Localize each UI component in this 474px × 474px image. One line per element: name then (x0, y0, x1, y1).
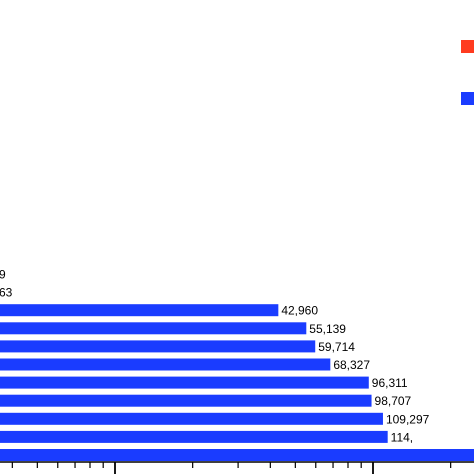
bars-layer (0, 304, 474, 461)
bar (0, 340, 316, 353)
bar-value-label: 42,960 (281, 304, 318, 318)
bar-value-label: 68,327 (333, 358, 370, 372)
bar (0, 304, 279, 317)
bar (0, 449, 474, 461)
bar-value-label: 114, (391, 430, 413, 444)
bar-value-label: 63 (0, 286, 13, 300)
bar-value-label: 55,139 (309, 322, 346, 336)
bar (0, 358, 331, 371)
bar (0, 394, 372, 407)
legend-swatch-red (461, 40, 474, 53)
bar (0, 322, 307, 335)
bar-value-label: 96,311 (372, 376, 408, 390)
legend-swatch-blue (461, 92, 474, 105)
bar-value-label: 98,707 (375, 394, 412, 408)
bar (0, 430, 388, 443)
bar-value-label: 109,297 (386, 412, 430, 426)
x-axis (0, 461, 474, 474)
bar-value-label: 9 (0, 268, 6, 282)
bar (0, 376, 369, 389)
bar (0, 412, 383, 425)
bar-value-label: 59,714 (318, 340, 355, 354)
